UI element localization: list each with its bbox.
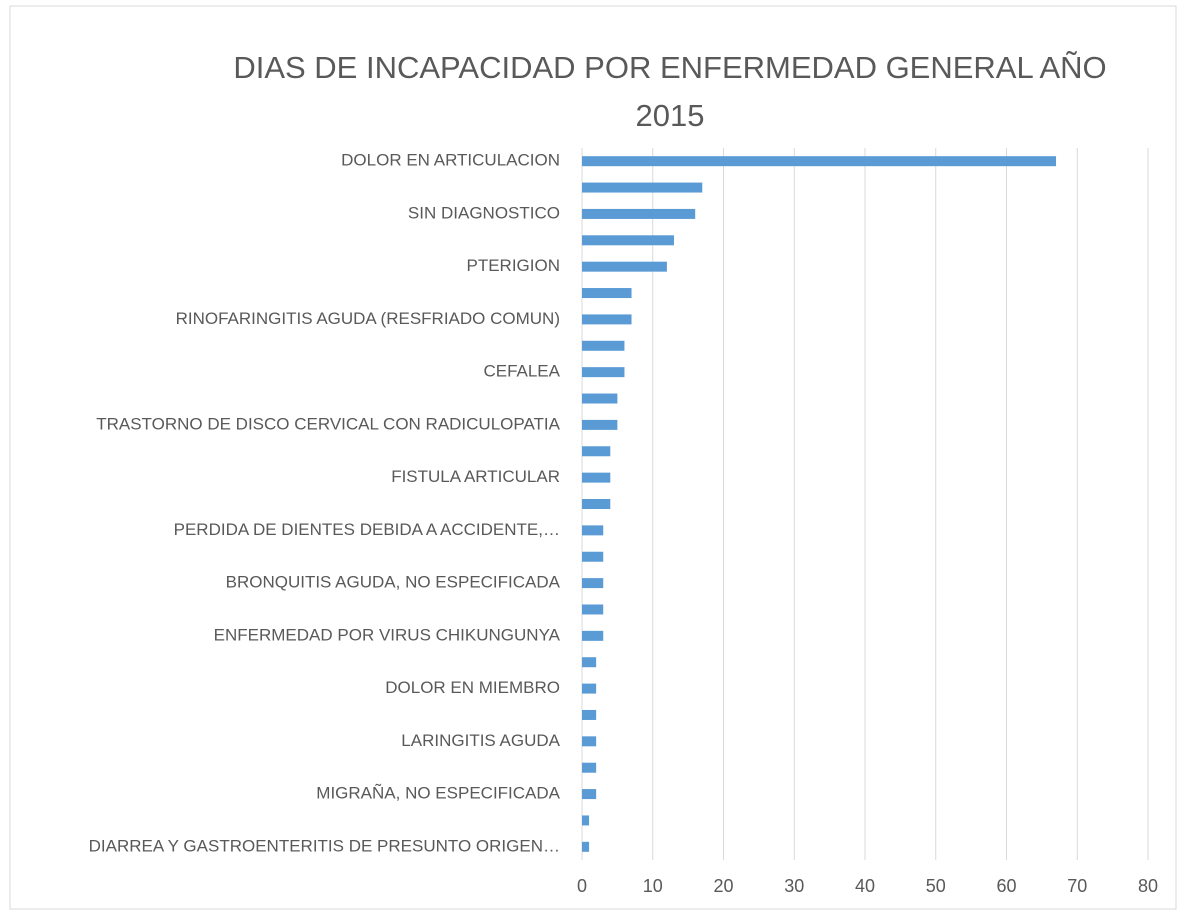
bar [582, 419, 618, 430]
bar [582, 762, 597, 773]
y-tick-label: MIGRAÑA, NO ESPECIFICADA [316, 784, 560, 803]
y-tick-label: DIARREA Y GASTROENTERITIS DE PRESUNTO OR… [89, 836, 560, 855]
y-tick-label: ENFERMEDAD POR VIRUS CHIKUNGUNYA [214, 625, 561, 644]
bar [582, 630, 604, 641]
bar [582, 314, 632, 325]
chart-title: DIAS DE INCAPACIDAD POR ENFERMEDAD GENER… [233, 50, 1107, 133]
bar [582, 709, 597, 720]
bar [582, 288, 632, 299]
y-tick-label: BRONQUITIS AGUDA, NO ESPECIFICADA [226, 573, 561, 592]
y-tick-label: PERDIDA DE DIENTES DEBIDA A ACCIDENTE,… [174, 520, 560, 539]
bar [582, 525, 604, 536]
x-tick-label: 70 [1067, 876, 1087, 896]
bar [582, 393, 618, 404]
bar [582, 578, 604, 589]
x-tick-label: 60 [996, 876, 1016, 896]
y-tick-label: CEFALEA [483, 362, 560, 381]
bar [582, 156, 1057, 167]
x-tick-label: 0 [577, 876, 587, 896]
x-tick-label: 10 [643, 876, 663, 896]
bar [582, 815, 590, 826]
x-tick-label: 40 [855, 876, 875, 896]
bar [582, 367, 625, 378]
y-tick-label: DOLOR EN ARTICULACION [341, 151, 560, 170]
bar [582, 604, 604, 615]
y-tick-label: DOLOR EN MIEMBRO [385, 678, 560, 697]
bar [582, 208, 696, 219]
bar [582, 472, 611, 483]
x-tick-label: 30 [784, 876, 804, 896]
y-tick-label: LARINGITIS AGUDA [401, 731, 560, 750]
bar [582, 789, 597, 800]
chart-frame [9, 5, 1177, 910]
bar [582, 683, 597, 694]
y-tick-label: SIN DIAGNOSTICO [408, 203, 560, 222]
bar [582, 736, 597, 747]
bar [582, 551, 604, 562]
y-tick-label: PTERIGION [466, 256, 560, 275]
bar [582, 235, 674, 246]
bar [582, 182, 703, 193]
bar [582, 499, 611, 509]
bar [582, 261, 667, 272]
bar [582, 340, 625, 351]
x-tick-label: 50 [926, 876, 946, 896]
bar [582, 657, 597, 668]
bar [582, 446, 611, 457]
y-tick-label: TRASTORNO DE DISCO CERVICAL CON RADICULO… [96, 414, 560, 433]
x-tick-label: 20 [713, 876, 733, 896]
y-tick-label: RINOFARINGITIS AGUDA (RESFRIADO COMUN) [176, 309, 560, 328]
x-tick-label: 80 [1138, 876, 1158, 896]
y-tick-label: FISTULA ARTICULAR [391, 467, 560, 486]
bar [582, 841, 590, 852]
